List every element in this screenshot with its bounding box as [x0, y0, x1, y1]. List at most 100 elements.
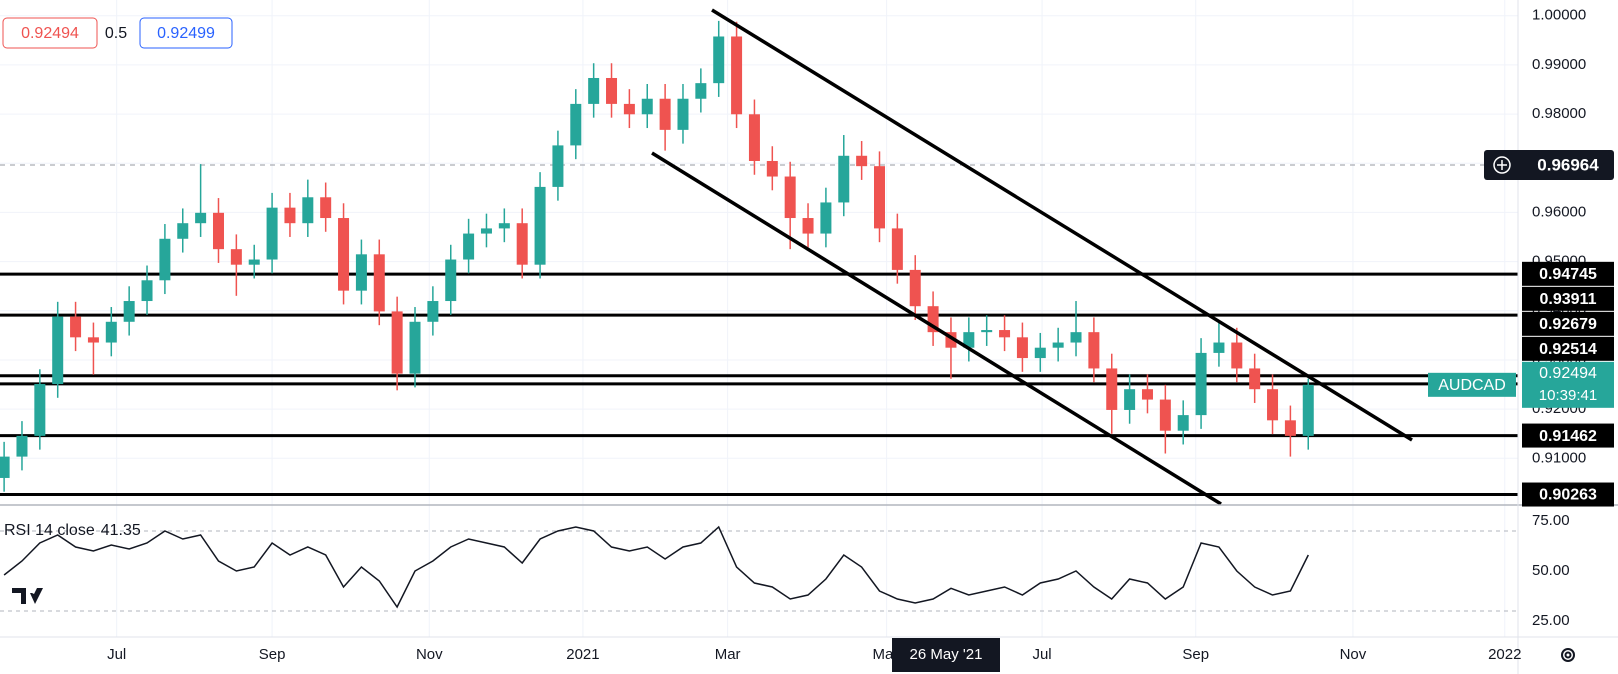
x-tick-label: Jul — [107, 646, 126, 663]
candle-body — [695, 83, 707, 99]
trendline — [711, 8, 1413, 442]
level-label: 0.94745 — [1539, 266, 1597, 283]
logo — [12, 588, 43, 604]
candle-body — [516, 223, 528, 265]
level-label-box — [1522, 261, 1614, 286]
candle-body — [1141, 389, 1153, 400]
candle-body — [427, 301, 439, 322]
rsi-tick-label: 25.00 — [1532, 612, 1570, 629]
add-icon[interactable] — [1493, 156, 1511, 174]
add-icon-plus — [1497, 160, 1507, 171]
candle-body — [320, 197, 332, 219]
candle-body — [588, 77, 600, 104]
candle-body — [1052, 342, 1064, 348]
x-tick-label: Nov — [1340, 646, 1367, 663]
candle-body — [999, 330, 1011, 338]
gear — [1561, 648, 1575, 662]
grid — [0, 0, 1518, 637]
candle-body — [0, 456, 10, 478]
candle-body — [1177, 415, 1189, 431]
level-label: 0.92679 — [1539, 316, 1597, 333]
countdown: 10:39:41 — [1539, 387, 1597, 404]
candle-body — [677, 98, 689, 130]
crosshair-date-box — [892, 638, 1000, 672]
header: 0.92494 0.5 0.92499 RSI 14 close 41.35 26… — [2, 17, 1618, 674]
rsi-tick-label: 75.00 — [1532, 512, 1570, 529]
buy-box[interactable] — [139, 17, 233, 49]
candle-body — [534, 186, 546, 265]
x-tick-label: 2021 — [566, 646, 599, 663]
candle-body — [1231, 342, 1243, 369]
sell-box[interactable] — [2, 17, 98, 49]
candle-body — [302, 197, 314, 224]
candle-body — [1070, 332, 1082, 343]
candle-body — [552, 145, 564, 187]
rsi-name: RSI 14 close — [4, 522, 95, 539]
candle-body — [355, 254, 367, 291]
gear-hub — [1564, 651, 1572, 659]
crosshair-label-box — [1484, 150, 1614, 181]
crosshair-date: 26 May '21 — [910, 646, 983, 663]
candle-body — [391, 311, 403, 374]
y-tick-label: 1.00000 — [1532, 7, 1586, 24]
candle-body — [34, 384, 46, 436]
candle-body — [1159, 399, 1171, 431]
candle-body — [891, 228, 903, 270]
rsi-line — [3, 525, 1309, 609]
x-tick-label: Sep — [1182, 646, 1209, 663]
spread: 0.5 — [105, 25, 127, 42]
marks — [0, 20, 1518, 609]
candle-body — [623, 103, 635, 115]
candle-body — [748, 114, 760, 161]
candle-body — [1267, 389, 1279, 421]
candle-body — [87, 337, 99, 343]
buy-price: 0.92499 — [157, 25, 215, 42]
y-tick-label: 0.96000 — [1532, 203, 1586, 220]
candle-body — [1195, 352, 1207, 416]
y-tick-label: 0.98000 — [1532, 105, 1586, 122]
symbol-label: AUDCAD — [1438, 377, 1506, 394]
candle-body — [856, 155, 868, 167]
candle-body — [981, 330, 993, 333]
last-price-box — [1522, 361, 1614, 408]
candle-body — [731, 36, 743, 115]
candle-body — [1249, 368, 1261, 390]
axes: Jul Sep Nov 2021 Mar May Jul Sep Nov 20221.000000… — [107, 7, 1586, 663]
candle-body — [820, 202, 832, 234]
candle-body — [659, 98, 671, 130]
candle-body — [248, 259, 260, 265]
y-tick-label: 0.91000 — [1532, 449, 1586, 466]
settings-icon[interactable] — [1561, 648, 1575, 662]
candle-body — [838, 155, 850, 203]
candle-body — [874, 166, 886, 229]
candle-body — [1016, 337, 1028, 359]
trendline — [651, 151, 1222, 506]
candle-body — [177, 223, 189, 239]
level-label: 0.90263 — [1539, 487, 1597, 504]
candle-body — [480, 228, 492, 234]
level-label-box — [1522, 423, 1614, 448]
crosshair-price: 0.96964 — [1537, 156, 1599, 175]
candle-body — [570, 103, 582, 146]
x-tick-label: 2022 — [1488, 646, 1521, 663]
candle-body — [1106, 368, 1118, 410]
level-label-box — [1522, 286, 1614, 311]
rsi-tick-label: 50.00 — [1532, 562, 1570, 579]
last-price: 0.92494 — [1539, 365, 1597, 382]
x-tick-label: Jul — [1032, 646, 1051, 663]
candle-body — [123, 301, 135, 322]
candle-body — [70, 316, 82, 338]
candle-body — [141, 280, 153, 302]
candle-body — [230, 249, 242, 265]
candle-body — [159, 238, 171, 281]
candle-body — [212, 212, 224, 250]
candle-body — [1284, 420, 1296, 436]
candle-body — [713, 36, 725, 84]
level-label: 0.93911 — [1540, 291, 1597, 308]
y-tick-label: 0.99000 — [1532, 56, 1586, 73]
candle-body — [463, 233, 475, 260]
candle-body — [1088, 332, 1100, 369]
candle-body — [784, 176, 796, 219]
